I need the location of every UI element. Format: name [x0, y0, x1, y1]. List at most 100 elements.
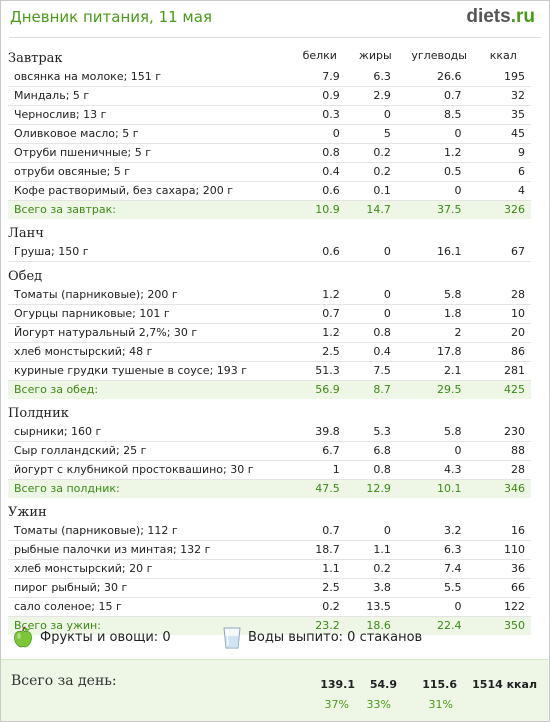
- food-kcal: 6: [475, 162, 531, 182]
- meal-total-fat: 14.7: [347, 200, 403, 219]
- food-carbs: 8.5: [402, 105, 476, 125]
- food-row[interactable]: Огурцы парниковые; 101 г 0.7 0 1.8 10: [8, 304, 531, 324]
- food-carbs: 6.3: [402, 540, 476, 560]
- food-kcal: 36: [475, 559, 531, 579]
- food-fat: 6.3: [347, 68, 403, 87]
- food-name: Огурцы парниковые; 101 г: [8, 304, 292, 324]
- food-fat: 6.8: [347, 441, 403, 461]
- meal-total-protein: 10.9: [291, 200, 348, 219]
- food-row[interactable]: Чернослив; 13 г 0.3 0 8.5 35: [8, 105, 531, 125]
- food-carbs: 7.4: [402, 559, 476, 579]
- food-protein: 7.9: [291, 68, 348, 87]
- meal-total-row: Всего за ужин: 23.2 18.6 22.4 350: [8, 616, 531, 635]
- day-fat-percent: 33%: [366, 698, 391, 711]
- meal-total-protein: 47.5: [291, 479, 348, 498]
- food-kcal: 230: [475, 423, 531, 442]
- food-row[interactable]: Кофе растворимый, без сахара; 200 г 0.6 0.…: [8, 181, 531, 201]
- day-protein-percent: 37%: [324, 698, 349, 711]
- column-header-fat: [348, 498, 403, 522]
- food-fat: 0: [347, 105, 403, 125]
- column-header-carbs: углеводы: [411, 49, 467, 62]
- food-protein: 39.8: [291, 423, 348, 442]
- food-protein: 0.9: [291, 86, 348, 106]
- food-name: сырники; 160 г: [8, 423, 292, 442]
- food-row[interactable]: Миндаль; 5 г 0.9 2.9 0.7 32: [8, 86, 531, 106]
- food-kcal: 28: [475, 286, 531, 305]
- food-row[interactable]: пирог рыбный; 30 г 2.5 3.8 5.5 66: [8, 578, 531, 598]
- food-name: Кофе растворимый, без сахара; 200 г: [8, 181, 292, 201]
- meal-total-label: Всего за завтрак:: [8, 200, 292, 219]
- food-row[interactable]: сырники; 160 г 39.8 5.3 5.8 230: [8, 423, 531, 442]
- column-header-fat: жиры: [358, 49, 392, 62]
- food-row[interactable]: овсянка на молоке; 151 г 7.9 6.3 26.6 195: [8, 68, 531, 87]
- column-header-carbs: [403, 399, 476, 423]
- food-carbs: 5.8: [402, 423, 476, 442]
- meal-section-header: Полдник: [8, 399, 531, 423]
- food-kcal: 16: [475, 522, 531, 541]
- food-carbs: 0: [402, 597, 476, 617]
- food-fat: 3.8: [347, 578, 403, 598]
- food-name: Отруби пшеничные; 5 г: [8, 143, 292, 163]
- food-carbs: 5.8: [402, 286, 476, 305]
- meal-section-header: Ужин: [8, 498, 531, 522]
- column-header-fat: [348, 399, 403, 423]
- meal-total-kcal: 346: [475, 479, 531, 498]
- food-row[interactable]: хлеб монстырский; 48 г 2.5 0.4 17.8 86: [8, 342, 531, 362]
- food-row[interactable]: Оливковое масло; 5 г 0 5 0 45: [8, 124, 531, 144]
- column-header-kcal: [476, 219, 532, 243]
- meal-total-fat: 18.6: [347, 616, 403, 635]
- food-carbs: 1.8: [402, 304, 476, 324]
- food-row[interactable]: рыбные палочки из минтая; 132 г 18.7 1.1 6.…: [8, 540, 531, 560]
- food-name: Миндаль; 5 г: [8, 86, 292, 106]
- fruits-vegetables-count: Фрукты и овощи: 0: [40, 630, 171, 645]
- food-carbs: 2: [402, 323, 476, 343]
- food-carbs: 1.2: [402, 143, 476, 163]
- food-fat: 0.2: [347, 559, 403, 579]
- food-row[interactable]: хлеб монстырский; 20 г 1.1 0.2 7.4 36: [8, 559, 531, 579]
- food-protein: 0: [291, 124, 348, 144]
- food-name: овсянка на молоке; 151 г: [8, 68, 292, 87]
- food-protein: 0.7: [291, 304, 348, 324]
- food-fat: 5.3: [347, 423, 403, 442]
- meal-total-kcal: 350: [475, 616, 531, 635]
- food-row[interactable]: куриные грудки тушеные в соусе; 193 г 51.…: [8, 361, 531, 381]
- meal-total-label: Всего за обед:: [8, 380, 292, 399]
- food-kcal: 4: [475, 181, 531, 201]
- food-row[interactable]: Томаты (парниковые); 200 г 1.2 0 5.8 28: [8, 286, 531, 305]
- food-row[interactable]: Отруби пшеничные; 5 г 0.8 0.2 1.2 9: [8, 143, 531, 163]
- brand-main: diets: [466, 6, 511, 27]
- meal-total-kcal: 425: [475, 380, 531, 399]
- food-row[interactable]: отруби овсяные; 5 г 0.4 0.2 0.5 6: [8, 162, 531, 182]
- food-protein: 1.2: [291, 323, 348, 343]
- food-fat: 0: [347, 522, 403, 541]
- column-header-carbs: [403, 219, 476, 243]
- meal-section-title: Обед: [8, 269, 43, 284]
- food-protein: 0.3: [291, 105, 348, 125]
- food-name: Сыр голландский; 25 г: [8, 441, 292, 461]
- food-name: Чернослив; 13 г: [8, 105, 292, 125]
- food-fat: 0.2: [347, 143, 403, 163]
- day-kcal-value: 1514 ккал: [472, 678, 537, 691]
- food-row[interactable]: Сыр голландский; 25 г 6.7 6.8 0 88: [8, 441, 531, 461]
- food-kcal: 10: [475, 304, 531, 324]
- food-kcal: 122: [475, 597, 531, 617]
- food-protein: 1: [291, 460, 348, 480]
- food-row[interactable]: Йогурт натуральный 2,7%; 30 г 1.2 0.8 2 20: [8, 323, 531, 343]
- meal-section-header: Завтрак белки жиры углеводы ккал: [8, 44, 531, 68]
- food-row[interactable]: Томаты (парниковые); 112 г 0.7 0 3.2 16: [8, 522, 531, 541]
- food-carbs: 5.5: [402, 578, 476, 598]
- food-protein: 2.5: [291, 342, 348, 362]
- food-row[interactable]: сало соленое; 15 г 0.2 13.5 0 122: [8, 597, 531, 617]
- meal-total-label: Всего за ужин:: [8, 616, 292, 635]
- food-name: куриные грудки тушеные в соусе; 193 г: [8, 361, 292, 381]
- water-glasses-count: Воды выпито: 0 стаканов: [248, 630, 423, 645]
- food-kcal: 32: [475, 86, 531, 106]
- food-row[interactable]: Груша; 150 г 0.6 0 16.1 67: [8, 243, 531, 262]
- column-header-protein: [292, 262, 348, 287]
- brand-logo[interactable]: diets.ru: [466, 6, 535, 28]
- meal-section-title: Ланч: [8, 226, 44, 241]
- meal-total-label: Всего за полдник:: [8, 479, 292, 498]
- day-total-panel: Всего за день: 139.1 54.9 115.6 1514 кка…: [1, 659, 548, 721]
- food-name: Томаты (парниковые); 200 г: [8, 286, 292, 305]
